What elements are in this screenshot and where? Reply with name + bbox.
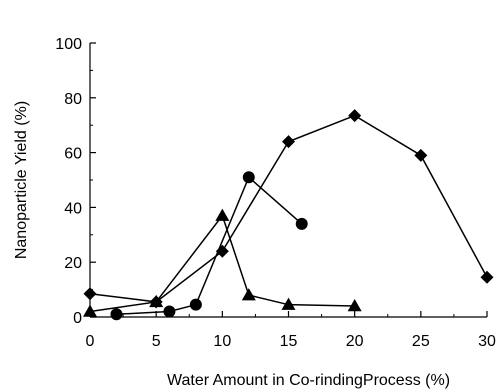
data-point-triangle (281, 297, 296, 310)
data-point-triangle (347, 299, 362, 312)
data-point-circle (110, 308, 123, 321)
x-tick-label: 0 (86, 333, 95, 350)
y-tick-label: 0 (73, 310, 82, 327)
series-diamond (83, 109, 494, 309)
data-point-diamond (414, 148, 428, 162)
data-point-triangle (241, 288, 256, 301)
series-line (116, 176, 303, 316)
data-point-circle (295, 217, 308, 230)
x-tick-label: 15 (280, 333, 298, 350)
data-point-diamond (480, 270, 494, 284)
x-tick-label: 30 (478, 333, 496, 350)
data-point-triangle (149, 294, 164, 308)
y-tick-label: 80 (64, 91, 82, 108)
series-line (89, 214, 355, 313)
data-point-diamond (348, 109, 362, 123)
data-point-circle (163, 305, 176, 318)
y-tick-label: 100 (55, 36, 82, 53)
axes: 0 20 40 60 80 100 0 5 10 15 20 25 30 (55, 36, 496, 350)
data-point-triangle (83, 304, 97, 317)
y-tick-label: 40 (64, 200, 82, 217)
y-axis-title: Nanoparticle Yield (%) (13, 101, 30, 259)
series-triangle (83, 208, 362, 317)
data-point-diamond (282, 135, 295, 149)
y-tick-label: 20 (64, 255, 82, 272)
x-tick-label: 10 (213, 333, 231, 350)
data-point-triangle (215, 208, 230, 221)
x-tick-label: 25 (412, 333, 430, 350)
x-tick-label: 20 (346, 333, 364, 350)
x-axis-title: Water Amount in Co-rindingProcess (%) (167, 372, 450, 389)
x-tick-label: 5 (152, 333, 161, 350)
data-point-diamond (83, 287, 97, 301)
data-point-circle (242, 171, 255, 184)
data-point-circle (189, 298, 202, 311)
series-layer (83, 109, 494, 321)
y-tick-label: 60 (64, 146, 82, 163)
series-circle (110, 171, 308, 321)
